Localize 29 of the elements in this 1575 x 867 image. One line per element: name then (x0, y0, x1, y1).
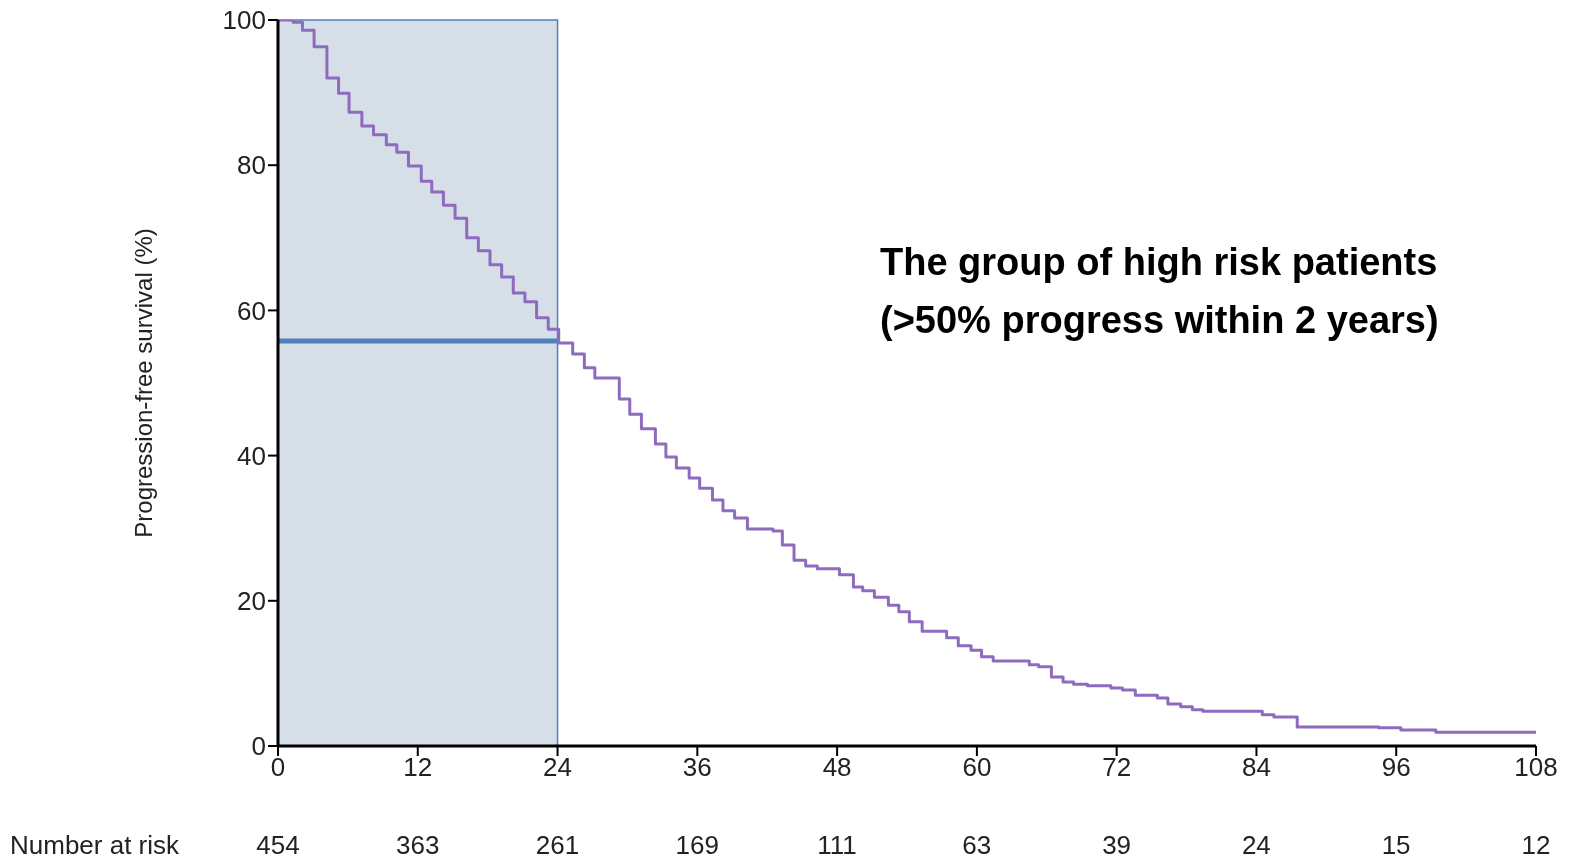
y-axis-title: Progression-free survival (%) (129, 228, 157, 538)
x-tick-label: 0 (270, 752, 286, 783)
y-tick-label: 20 (237, 586, 266, 617)
x-tick-label: 60 (962, 752, 992, 783)
annotation: The group of high risk patients (>50% progress within 2 years) (880, 240, 1439, 343)
y-tick-label: 100 (222, 5, 266, 36)
text: Number at risk (10, 830, 180, 861)
text: 63 (961, 830, 993, 861)
text: 111 (816, 830, 858, 861)
x-tick-label: 12 (403, 752, 433, 783)
y-tick-label: 40 (237, 440, 266, 471)
x-tick-label: 36 (682, 752, 712, 783)
text: 15 (1380, 830, 1412, 861)
text: 39 (1101, 830, 1133, 861)
y-tick-label: 0 (251, 731, 266, 762)
x-tick-label: 96 (1381, 752, 1411, 783)
x-tick-label: 24 (543, 752, 573, 783)
x-tick-label: 108 (1514, 752, 1558, 783)
text: 454 (255, 830, 301, 861)
text: 363 (395, 830, 441, 861)
y-tick-label: 60 (237, 295, 266, 326)
text: 12 (1520, 830, 1552, 861)
y-tick-label: 80 (237, 150, 266, 181)
x-tick-label: 72 (1102, 752, 1132, 783)
text: 169 (674, 830, 720, 861)
text: 24 (1240, 830, 1272, 861)
text: 261 (534, 830, 581, 861)
x-tick-label: 84 (1241, 752, 1271, 783)
x-tick-label: 48 (822, 752, 852, 783)
